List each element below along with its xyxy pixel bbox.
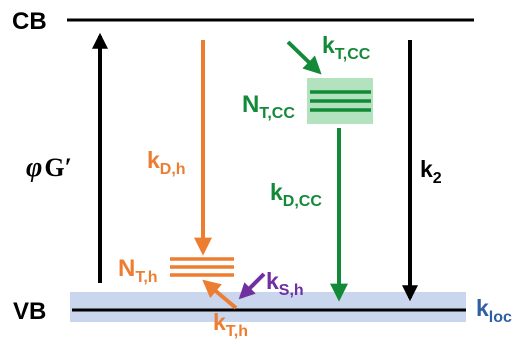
k-s-h-label: kS,h [266,268,304,299]
k-d-h-label: kD,h [147,147,186,178]
n-t-cc-label: NT,CC [242,91,295,122]
k-t-cc-arrow [286,40,322,75]
k-t-h-label: kT,h [213,309,248,340]
generation-label: φG′ [26,152,72,183]
k-d-cc-label: kD,CC [270,179,322,210]
n-t-h-label: NT,h [118,255,158,286]
k-t-cc-label: kT,CC [322,32,371,63]
cc-trap-levels [310,90,371,112]
cb-label: CB [12,8,47,35]
hole-trap-levels [170,257,234,277]
vb-label: VB [13,298,46,325]
valence-band-region [70,292,466,322]
k2-label: k2 [420,156,442,187]
k-loc-label: kloc [476,295,512,326]
k-t-h-arrow [202,279,238,310]
k-s-h-arrow [238,272,266,300]
